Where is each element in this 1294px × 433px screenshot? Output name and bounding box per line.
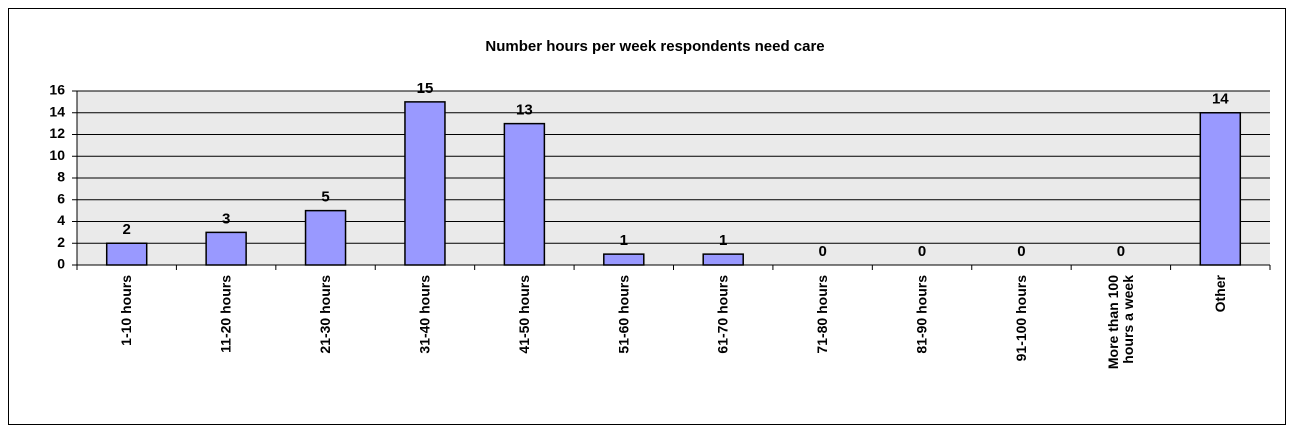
y-tick-label: 4: [57, 212, 65, 228]
x-tick-label: 21-30 hours: [317, 275, 334, 354]
value-label: 0: [1017, 243, 1025, 260]
bar: [603, 253, 645, 266]
x-tick-label: 71-80 hours: [814, 275, 831, 354]
bar: [404, 101, 446, 266]
x-tick-label: Other: [1211, 275, 1228, 313]
value-label: 3: [222, 210, 230, 227]
y-tick-label: 8: [57, 169, 65, 185]
y-tick-label: 2: [57, 234, 65, 250]
bar: [503, 122, 546, 266]
value-label: 2: [123, 221, 131, 238]
x-tick-label: 51-60 hours: [615, 275, 632, 354]
value-label: 13: [516, 102, 533, 119]
x-tick-label: 31-40 hours: [416, 275, 433, 354]
value-label: 14: [1212, 91, 1229, 108]
bar: [304, 209, 347, 266]
bar: [702, 253, 744, 266]
value-label: 5: [321, 189, 329, 206]
value-label: 0: [918, 243, 926, 260]
y-tick-label: 0: [57, 256, 65, 272]
y-tick-label: 14: [49, 103, 65, 119]
bar: [105, 242, 148, 266]
x-tick-label: 1-10 hours: [118, 275, 135, 346]
value-label: 15: [417, 80, 434, 97]
x-tick-label: 91-100 hours: [1012, 275, 1029, 362]
x-tick-label: 11-20 hours: [217, 275, 234, 353]
y-tick-label: 16: [49, 82, 65, 98]
y-tick-label: 12: [49, 125, 65, 141]
bar: [205, 231, 247, 266]
chart-title: Number hours per week respondents need c…: [485, 38, 824, 55]
value-label: 1: [620, 232, 628, 249]
y-tick-label: 10: [49, 147, 65, 163]
x-tick-label: More than 100 hours a week: [1104, 275, 1136, 370]
value-label: 0: [818, 243, 826, 260]
y-tick-label: 6: [57, 190, 65, 206]
x-tick-label: 61-70 hours: [714, 275, 731, 354]
x-tick-label: 41-50 hours: [515, 275, 532, 354]
value-label: 1: [719, 232, 727, 249]
bar: [1199, 112, 1242, 266]
x-tick-label: 81-90 hours: [913, 275, 930, 354]
value-label: 0: [1117, 243, 1125, 260]
